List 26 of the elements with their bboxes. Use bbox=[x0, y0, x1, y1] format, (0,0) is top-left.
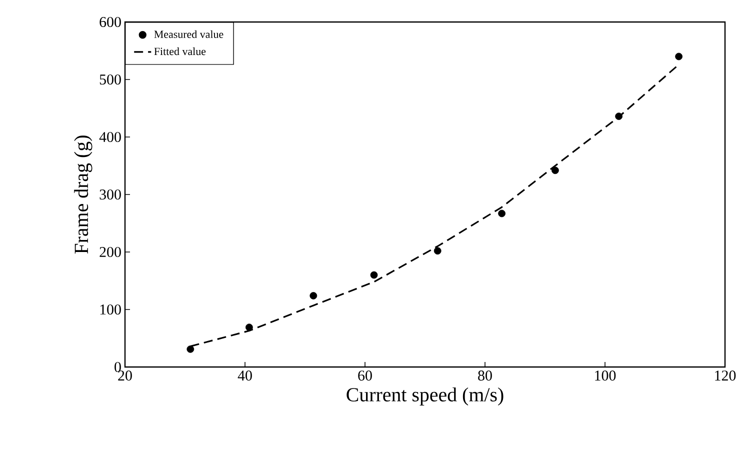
y-tick-label: 0 bbox=[114, 362, 121, 372]
point bbox=[615, 112, 622, 120]
legend-label: Fitted value bbox=[154, 47, 206, 56]
x-tick-label: 40 bbox=[238, 370, 252, 381]
y-tick-label: 400 bbox=[99, 132, 121, 142]
point bbox=[552, 166, 559, 174]
y-axis-title: Frame drag (g) bbox=[74, 136, 92, 254]
x-tick-label: 120 bbox=[715, 370, 736, 381]
x-axis-title: Current speed (m/s) bbox=[346, 387, 504, 406]
x-tick-label: 20 bbox=[118, 370, 132, 381]
y-tick-label: 300 bbox=[100, 189, 121, 200]
x-tick-label: 80 bbox=[478, 370, 492, 381]
y-tick-label: 100 bbox=[100, 304, 121, 315]
point bbox=[498, 210, 506, 218]
point bbox=[370, 271, 378, 279]
point bbox=[675, 52, 682, 60]
point bbox=[186, 345, 194, 353]
x-tick-label: 60 bbox=[358, 370, 372, 381]
legend-label: Measured value bbox=[154, 30, 224, 38]
y-tick-label: 600 bbox=[100, 16, 121, 28]
x-tick-label: 100 bbox=[595, 370, 616, 381]
point bbox=[310, 292, 318, 300]
y-tick-label: 500 bbox=[100, 74, 121, 85]
y-tick-label: 200 bbox=[100, 246, 121, 258]
point bbox=[246, 324, 253, 332]
point bbox=[434, 247, 442, 255]
